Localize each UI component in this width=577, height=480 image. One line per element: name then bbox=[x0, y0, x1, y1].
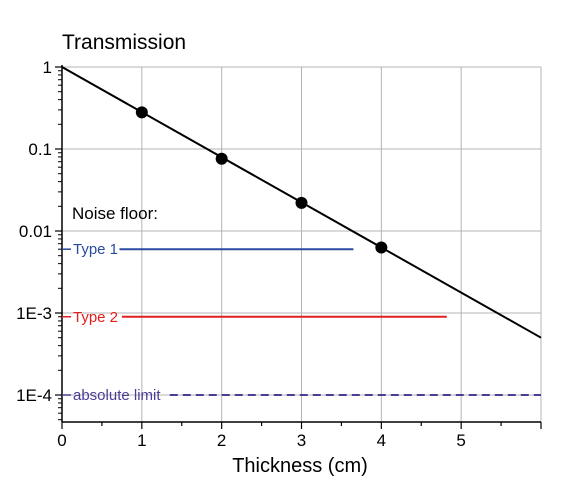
noise-floor-title: Noise floor: bbox=[72, 204, 158, 223]
x-tick-label: 4 bbox=[377, 431, 386, 450]
noise-floor-label: Type 2 bbox=[73, 309, 118, 326]
x-tick-label: 0 bbox=[57, 431, 66, 450]
noise-floor-group: Noise floor: Type 1 Type 2 absolute limit bbox=[62, 204, 541, 404]
noise-floor-label: absolute limit bbox=[73, 387, 161, 404]
noise-floor-label: Type 1 bbox=[73, 241, 118, 258]
y-tick-label: 1 bbox=[43, 58, 52, 77]
y-tick-label: 1E-4 bbox=[16, 386, 52, 405]
x-axis-label: Thickness (cm) bbox=[232, 455, 368, 477]
grid bbox=[62, 66, 542, 422]
y-tick-label: 0.1 bbox=[28, 140, 52, 159]
data-point bbox=[215, 152, 228, 165]
chart-title: Transmission bbox=[62, 31, 186, 54]
data-point bbox=[295, 196, 308, 209]
x-tick-label: 2 bbox=[217, 431, 226, 450]
tick-labels: 0 1 2 3 4 5 1 0.1 0.01 1E-3 1E-4 bbox=[16, 58, 466, 450]
axes bbox=[55, 65, 542, 429]
y-tick-label: 0.01 bbox=[19, 222, 52, 241]
x-tick-label: 5 bbox=[456, 431, 465, 450]
data-point bbox=[135, 106, 148, 119]
y-tick-label: 1E-3 bbox=[16, 304, 52, 323]
x-tick-label: 1 bbox=[137, 431, 146, 450]
series bbox=[61, 66, 542, 339]
data-point bbox=[375, 241, 388, 254]
x-tick-label: 3 bbox=[297, 431, 306, 450]
